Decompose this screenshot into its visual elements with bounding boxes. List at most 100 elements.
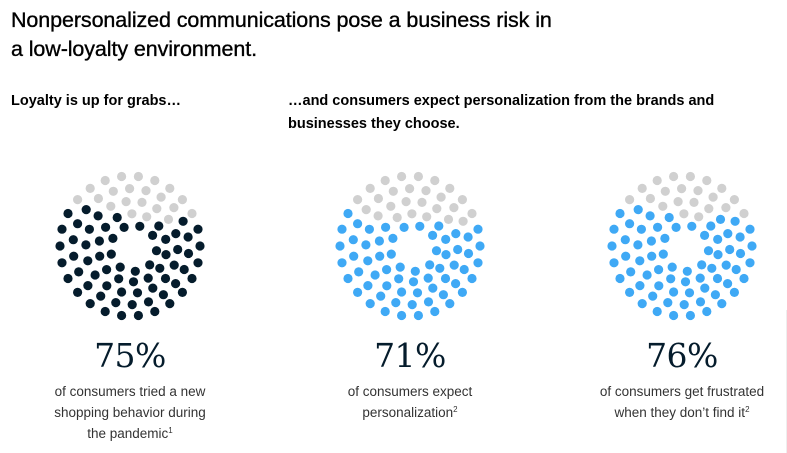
- filled-dot: [636, 224, 646, 234]
- filled-dot: [658, 249, 668, 259]
- empty-dot: [165, 183, 175, 193]
- filled-dot: [684, 288, 695, 298]
- filled-dot: [115, 262, 125, 272]
- filled-dot: [729, 287, 739, 297]
- filled-dot: [101, 222, 111, 232]
- filled-dot: [408, 277, 419, 287]
- empty-dot: [106, 201, 116, 211]
- stat-value: 76%: [646, 336, 718, 375]
- filled-dot: [95, 251, 105, 261]
- filled-dot: [178, 216, 188, 226]
- caption-line: the pandemic1: [10, 423, 250, 444]
- dot-chart-expect-personalization: [335, 171, 485, 321]
- filled-dot: [700, 230, 710, 240]
- filled-dot: [434, 221, 444, 231]
- empty-dot: [430, 175, 440, 186]
- filled-dot: [348, 235, 358, 245]
- empty-dot: [127, 209, 137, 219]
- filled-dot: [349, 251, 359, 261]
- filled-dot: [361, 240, 371, 250]
- filled-dot: [697, 260, 707, 270]
- filled-dot: [423, 273, 433, 283]
- filled-dot: [108, 233, 118, 243]
- filled-dot: [96, 291, 106, 301]
- caption-line: of consumers expect: [347, 384, 473, 399]
- filled-dot: [143, 297, 154, 307]
- filled-dot: [150, 306, 160, 317]
- filled-dot: [440, 273, 451, 284]
- filled-dot: [441, 250, 451, 260]
- filled-dot: [69, 251, 79, 261]
- filled-dot: [363, 256, 373, 266]
- filled-dot: [133, 310, 143, 321]
- filled-dot: [83, 256, 93, 266]
- caption-text: personalization: [362, 405, 454, 420]
- filled-dot: [430, 306, 440, 317]
- filled-dot: [68, 235, 78, 245]
- filled-dot: [102, 281, 112, 291]
- filled-dot: [685, 310, 695, 321]
- filled-dot: [735, 248, 746, 259]
- filled-dot: [423, 297, 434, 307]
- empty-dot: [156, 192, 166, 202]
- filled-dot: [473, 258, 483, 268]
- subhead-loyalty: Loyalty is up for grabs…: [11, 93, 181, 109]
- filled-dot: [63, 208, 73, 219]
- empty-dot: [702, 175, 712, 186]
- empty-dot: [108, 186, 118, 196]
- filled-dot: [375, 251, 385, 261]
- empty-dot: [729, 195, 739, 205]
- empty-dot: [169, 203, 179, 213]
- filled-dot: [90, 270, 100, 280]
- empty-dot: [694, 212, 704, 222]
- filled-dot: [135, 221, 145, 231]
- filled-dot: [645, 211, 655, 221]
- filled-dot: [151, 246, 162, 256]
- filled-dot: [160, 273, 171, 284]
- caption-line: of consumers get frustrated: [599, 384, 765, 399]
- filled-dot: [730, 216, 740, 226]
- filled-dot: [55, 241, 65, 251]
- empty-dot: [141, 186, 151, 196]
- empty-dot: [432, 204, 442, 214]
- empty-dot: [421, 186, 431, 196]
- filled-dot: [607, 241, 617, 251]
- filled-dot: [715, 214, 726, 224]
- filled-dot: [723, 229, 733, 239]
- filled-dot: [441, 234, 451, 244]
- filled-dot: [119, 222, 129, 232]
- filled-dot: [425, 260, 435, 270]
- empty-dot: [93, 193, 103, 204]
- empty-dot: [417, 197, 427, 207]
- filled-dot: [713, 250, 723, 260]
- footnote-marker: 2: [745, 405, 750, 414]
- filled-dot: [435, 263, 445, 273]
- empty-dot: [152, 204, 162, 214]
- empty-dot: [658, 201, 668, 211]
- filled-dot: [415, 221, 425, 231]
- stat-caption: of consumers expect personalization2: [290, 381, 530, 423]
- filled-dot: [145, 260, 155, 270]
- filled-dot: [353, 287, 363, 297]
- filled-dot: [183, 232, 193, 242]
- empty-dot: [397, 171, 407, 182]
- filled-dot: [111, 298, 121, 308]
- filled-dot: [337, 258, 347, 268]
- filled-dot: [337, 224, 347, 234]
- empty-dot: [704, 204, 714, 214]
- filled-dot: [158, 290, 168, 300]
- caption-line: of consumers tried a new: [54, 384, 206, 399]
- filled-dot: [171, 229, 181, 239]
- filled-dot: [106, 249, 116, 259]
- filled-dot: [112, 212, 122, 223]
- empty-dot: [449, 203, 459, 213]
- filled-dot: [128, 277, 139, 287]
- filled-dot: [703, 246, 714, 256]
- filled-dot: [57, 258, 67, 268]
- filled-dot: [459, 264, 469, 275]
- filled-dot: [451, 279, 461, 289]
- filled-dot: [74, 267, 84, 277]
- filled-dot: [114, 274, 124, 284]
- empty-dot: [401, 197, 411, 207]
- filled-dot: [81, 240, 91, 250]
